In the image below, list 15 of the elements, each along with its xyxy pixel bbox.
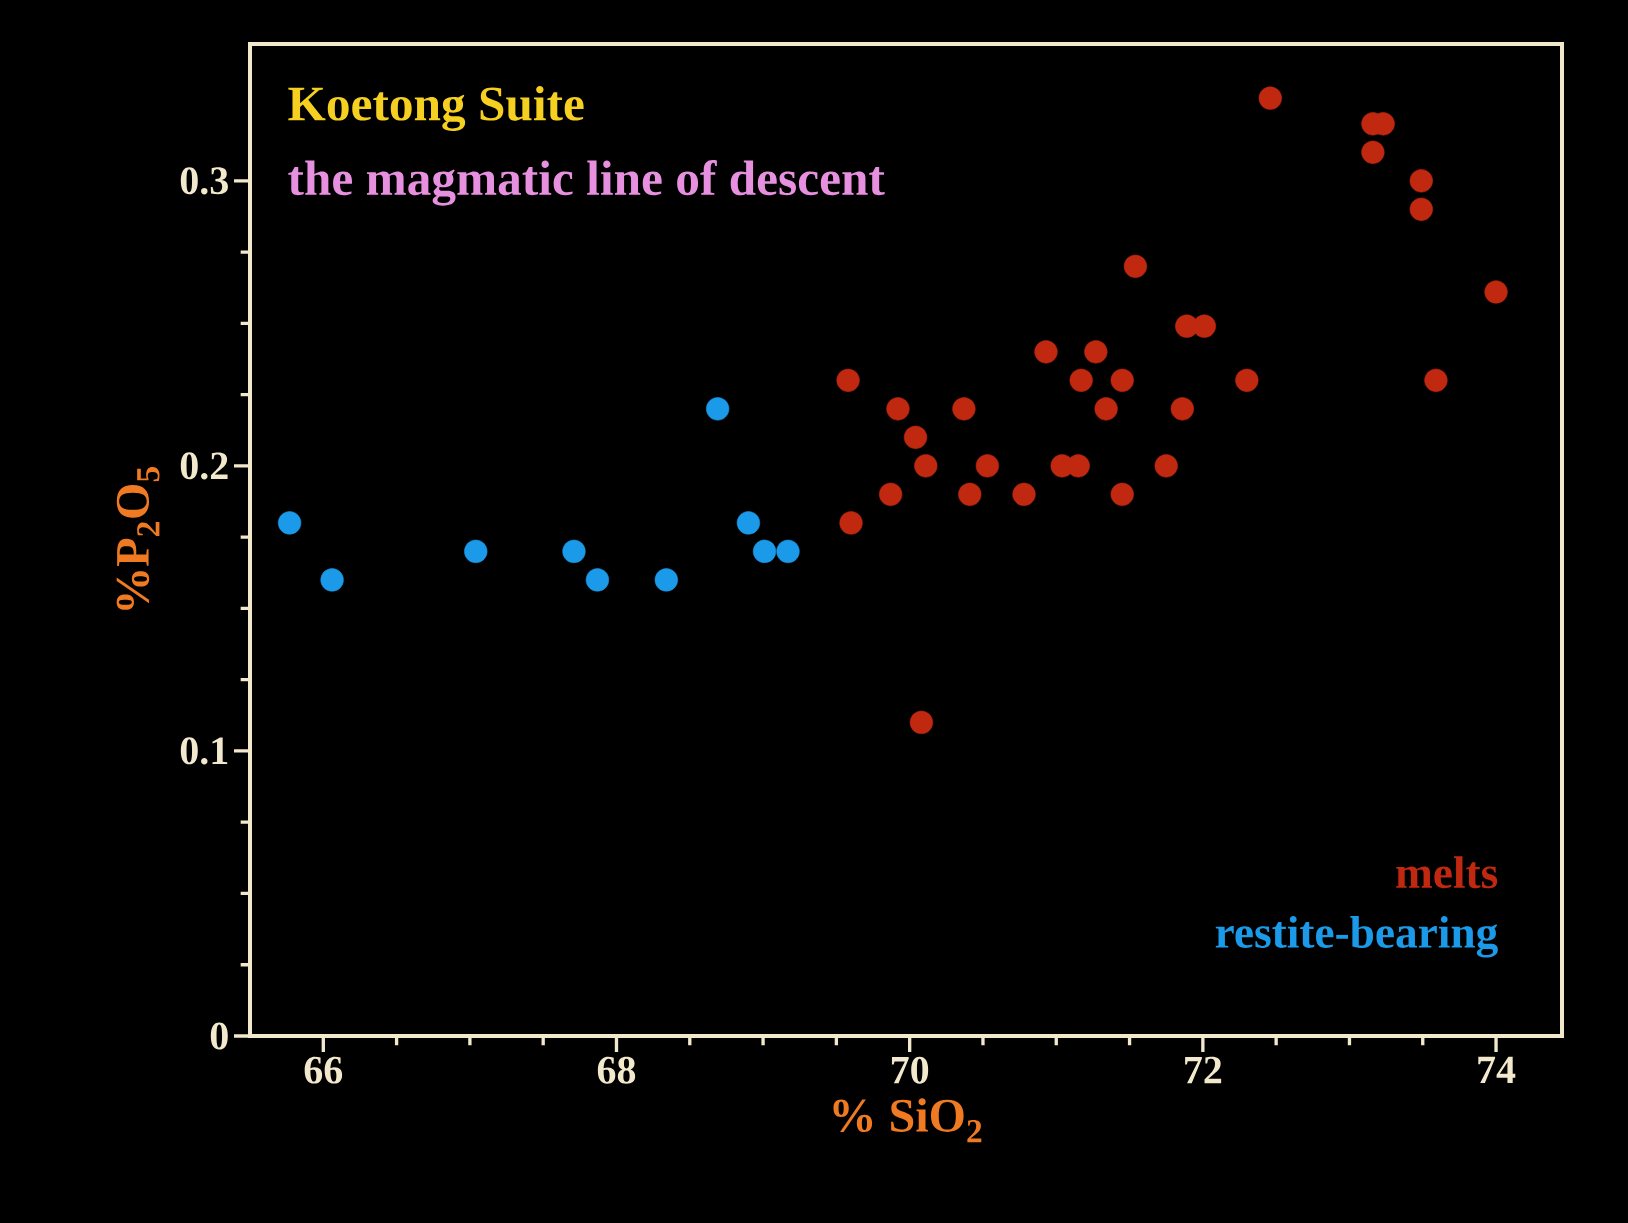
x-tick-label: 70 — [891, 1056, 929, 1084]
text: Koetong Suite — [288, 85, 584, 132]
y-tick-label: 0.1 — [180, 737, 228, 765]
x-axis-title: % SiO$_{2}$ — [833, 1098, 982, 1143]
y-tick-label: 0.3 — [180, 167, 228, 195]
y-tick-label: 0.2 — [180, 452, 228, 480]
text: melts — [1396, 856, 1498, 889]
x-tick-label: 66 — [304, 1056, 343, 1084]
y-tick-label: 0 — [210, 1022, 228, 1050]
text: the magmatic line of descent — [288, 160, 885, 206]
x-tick-label: 68 — [597, 1056, 636, 1084]
x-tick-label: 72 — [1185, 1056, 1222, 1084]
x-tick-label: 74 — [1478, 1056, 1516, 1084]
text: restite-bearing — [1215, 916, 1498, 958]
y-axis-title: %P$_{2}$O$_{5}$ — [116, 467, 160, 610]
